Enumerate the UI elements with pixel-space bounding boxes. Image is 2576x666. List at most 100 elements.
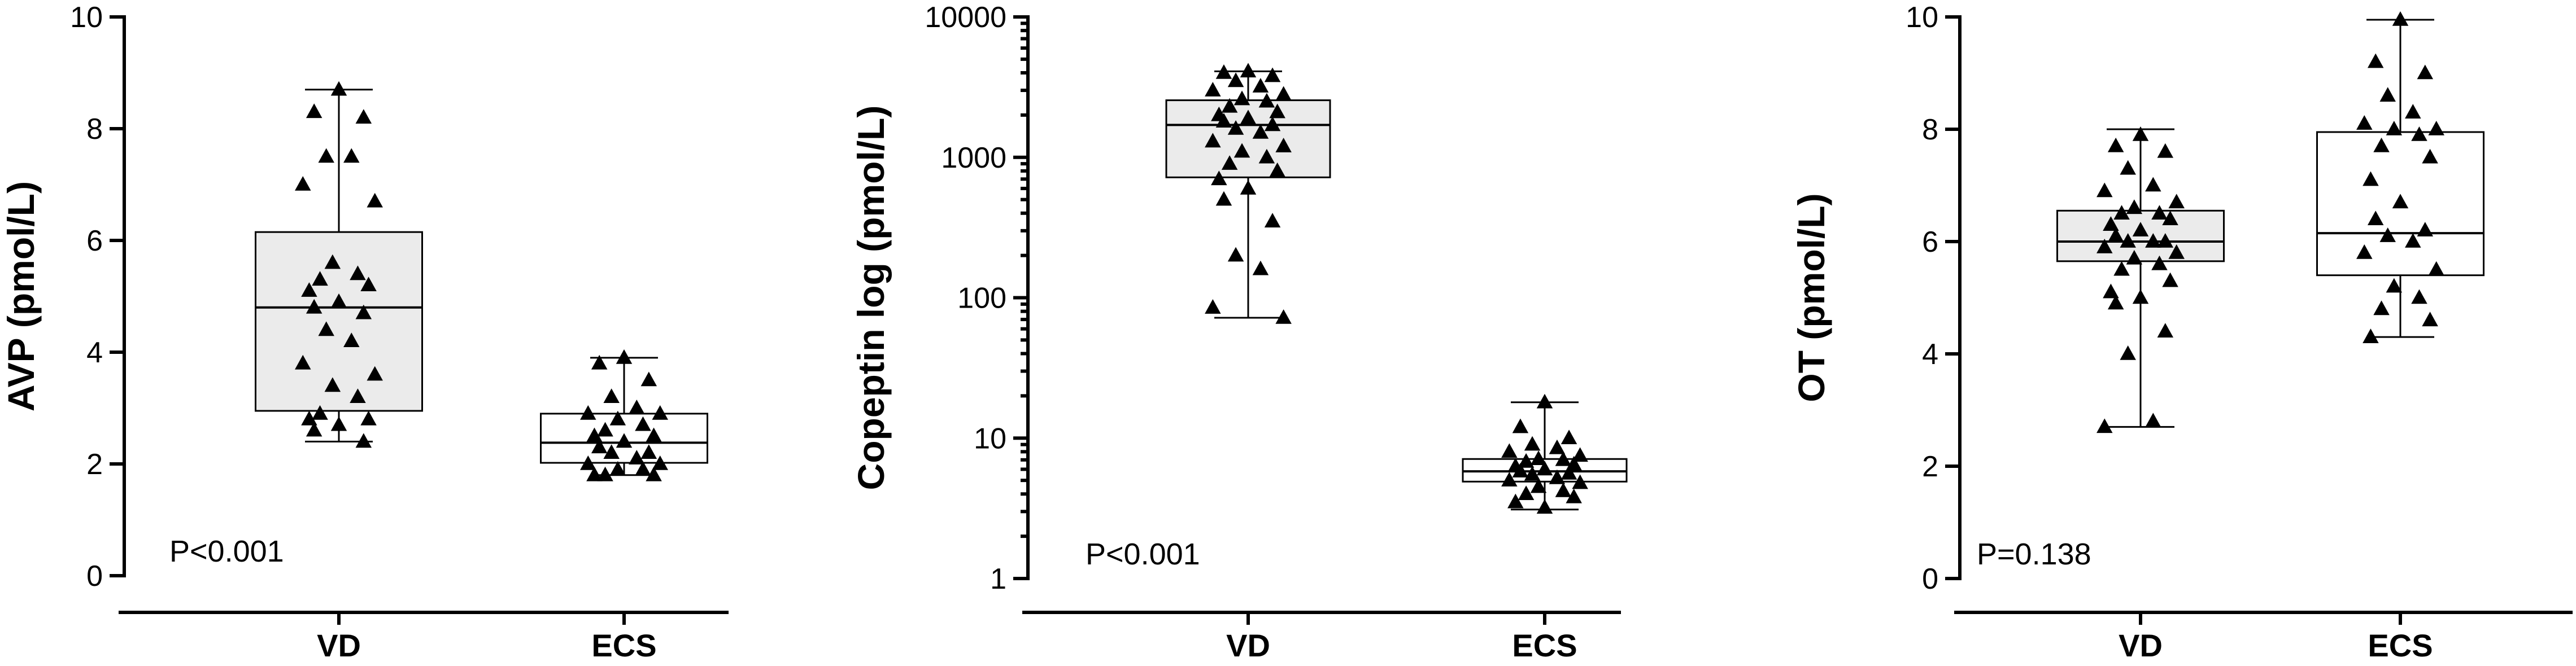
data-point — [2379, 227, 2396, 242]
data-point — [1555, 482, 1572, 497]
data-point — [1518, 453, 1535, 468]
data-point — [343, 148, 360, 163]
data-point — [1240, 63, 1257, 78]
data-point — [2405, 104, 2421, 119]
data-point — [1512, 418, 1529, 433]
y-tick-label: 6 — [86, 225, 103, 257]
data-point — [1501, 443, 1518, 458]
data-point — [2132, 222, 2149, 236]
data-point — [2113, 261, 2130, 276]
y-tick-label: 10 — [70, 1, 103, 34]
data-point — [640, 444, 657, 459]
data-point — [1572, 474, 1588, 489]
data-point — [2417, 222, 2434, 236]
data-point — [2162, 272, 2178, 287]
data-point — [2168, 194, 2185, 209]
data-point — [1518, 485, 1535, 501]
data-point — [580, 405, 596, 420]
data-point — [1258, 148, 1275, 164]
data-point — [306, 299, 322, 314]
data-point — [2417, 64, 2434, 80]
data-point — [2107, 227, 2124, 242]
data-point — [2379, 87, 2396, 102]
data-point — [1269, 162, 1285, 177]
y-tick-label: 8 — [86, 113, 103, 146]
data-point — [597, 422, 613, 437]
data-point — [1530, 478, 1547, 493]
data-point — [1252, 124, 1269, 139]
data-point — [646, 427, 662, 442]
data-point — [1549, 439, 1566, 454]
data-point — [301, 282, 317, 297]
data-point — [2132, 126, 2149, 141]
data-point — [2126, 249, 2143, 265]
data-point — [1549, 469, 1566, 484]
data-point — [2145, 413, 2161, 428]
data-point — [652, 455, 668, 470]
data-point — [2386, 278, 2403, 293]
data-point — [1536, 393, 1553, 409]
y-tick-label: 0 — [1922, 563, 1938, 595]
y-tick-label: 2 — [86, 448, 103, 481]
data-point — [1572, 447, 1588, 462]
data-point — [2411, 126, 2427, 141]
data-point — [1269, 103, 1285, 119]
data-point — [1524, 436, 1541, 451]
data-point — [1252, 78, 1269, 93]
p-value-annotation: P<0.001 — [169, 534, 284, 568]
data-point — [1227, 120, 1244, 135]
data-point — [1233, 143, 1250, 158]
data-point — [2096, 182, 2113, 198]
data-point — [580, 455, 596, 470]
data-point — [295, 176, 311, 191]
data-point — [1264, 67, 1281, 82]
data-point — [1507, 493, 1524, 509]
data-point — [652, 405, 668, 420]
data-point — [360, 277, 377, 291]
data-point — [646, 466, 662, 481]
y-tick-label: 0 — [86, 560, 103, 593]
data-point — [1561, 465, 1577, 480]
data-point — [2096, 418, 2113, 433]
y-tick-label: 100 — [957, 282, 1006, 315]
x-category-label: ECS — [591, 628, 656, 663]
data-point — [1205, 82, 1221, 97]
y-tick-label: 10000 — [925, 1, 1006, 34]
data-point — [635, 461, 651, 476]
data-point — [2113, 205, 2130, 220]
data-point — [2373, 137, 2390, 152]
data-point — [1566, 488, 1582, 503]
data-point — [295, 354, 311, 370]
data-point — [1227, 72, 1244, 87]
data-point — [2103, 216, 2119, 231]
y-tick-label: 4 — [86, 336, 103, 369]
data-point — [2422, 312, 2438, 327]
x-category-label: ECS — [1512, 628, 1577, 663]
data-point — [1252, 260, 1269, 275]
data-point — [640, 371, 657, 387]
data-point — [330, 81, 347, 96]
data-point — [318, 148, 334, 163]
data-point — [2405, 233, 2421, 248]
data-point — [355, 109, 372, 124]
data-point — [1536, 461, 1553, 476]
data-point — [1215, 113, 1232, 128]
p-value-annotation: P<0.001 — [1086, 537, 1200, 571]
data-point — [1215, 191, 1232, 206]
data-point — [2168, 244, 2185, 259]
data-point — [2356, 244, 2373, 259]
avp-panel: 0 2 4 6 8 10 AVP (pmol/L) VD ECS P<0.001 — [0, 1, 729, 663]
data-point — [609, 410, 626, 426]
data-point — [324, 254, 341, 269]
data-point — [1530, 450, 1547, 466]
data-point — [1275, 138, 1292, 152]
data-point — [360, 410, 377, 426]
data-point — [2107, 137, 2124, 152]
data-point — [603, 444, 620, 459]
data-point — [586, 427, 603, 442]
y-tick-label: 10 — [974, 422, 1006, 455]
data-point — [2363, 328, 2379, 343]
y-axis-title: Copeptin log (pmol/L) — [850, 106, 892, 490]
data-point — [343, 332, 360, 347]
